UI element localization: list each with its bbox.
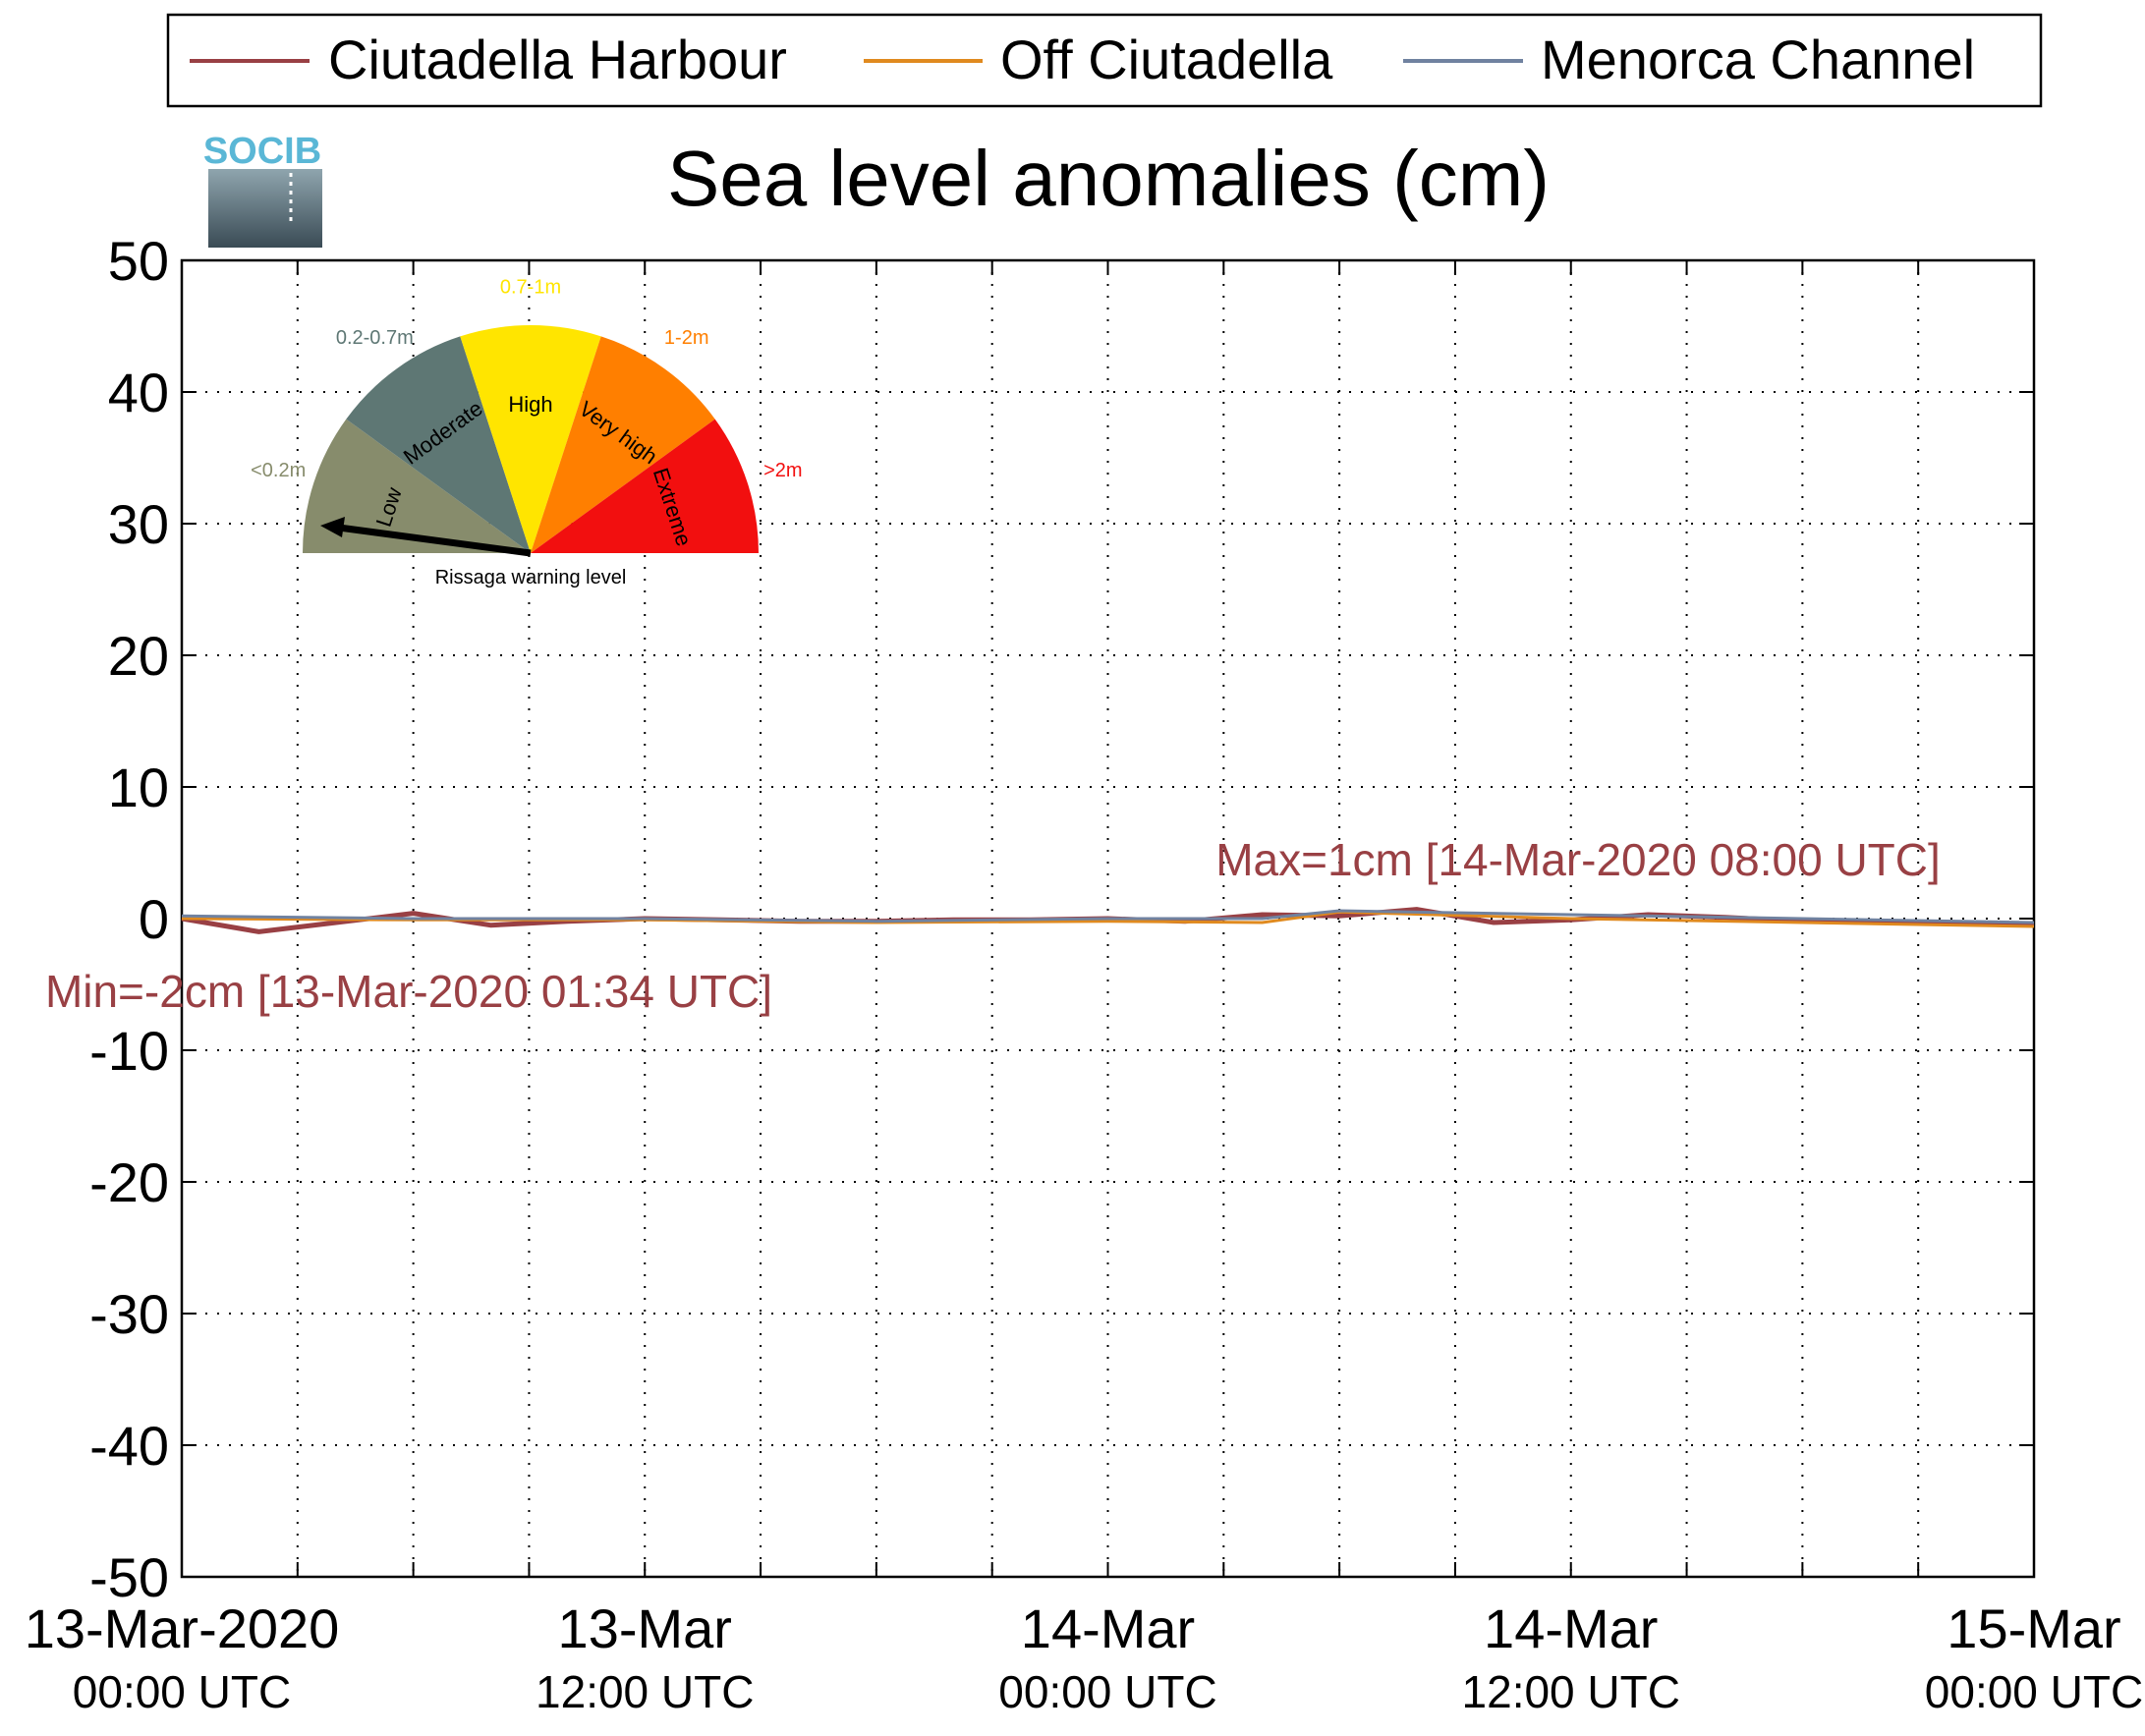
gauge-needle [320,517,532,557]
gauge-segment-very-high [531,336,715,553]
y-tick-label: 20 [108,625,169,687]
max-annotation: Max=1cm [14-Mar-2020 08:00 UTC] [1215,834,1941,885]
gauge-segment-low [303,419,531,553]
socib-logo: SOCIB [203,131,322,248]
plot-area: 50 40 30 20 10 0 -10 -20 -30 -40 -50 13-Mar-2020 00… [25,230,2144,1717]
x-tick-label-date: 13-Mar [558,1597,732,1659]
series-lines [181,907,2035,934]
gauge-range-extreme: >2m [763,460,802,481]
gauge-caption: Rissaga warning level [435,567,627,588]
x-tick-label-date: 15-Mar [1947,1597,2120,1659]
legend-label-ciutadella-harbour: Ciutadella Harbour [328,28,787,90]
gauge-range-high: 0.7-1m [500,276,561,298]
x-tick-label-date: 14-Mar [1021,1597,1195,1659]
x-axis: 13-Mar-2020 00:00 UTC 13-Mar 12:00 UTC 14-Ma… [25,260,2143,1717]
gauge-label-high: High [508,392,552,417]
x-tick-label-time: 00:00 UTC [73,1666,291,1717]
series-line-menorca-channel [181,909,2035,924]
y-tick-label: 50 [108,230,169,292]
grid [182,260,2034,1577]
legend-label-off-ciutadella: Off Ciutadella [1000,28,1333,90]
y-tick-label: -40 [89,1415,169,1477]
legend: Ciutadella Harbour Off Ciutadella Menorc… [166,13,2043,108]
gauge-needle-head [320,517,345,537]
socib-logo-text: SOCIB [203,131,321,172]
x-tick-label-time: 00:00 UTC [1925,1666,2143,1717]
gauge-segment-moderate [346,336,531,553]
y-tick-label: 30 [108,493,169,555]
x-tick-label-time: 00:00 UTC [998,1666,1216,1717]
gauge-segment-high [460,325,601,553]
socib-logo-band [208,169,322,248]
x-tick-label-time: 12:00 UTC [1462,1666,1680,1717]
y-axis: 50 40 30 20 10 0 -10 -20 -30 -40 -50 [89,230,2034,1608]
x-tick-label-date: 14-Mar [1484,1597,1658,1659]
gauge-range-moderate: 0.2-0.7m [336,327,414,349]
x-tick-label-date: 13-Mar-2020 [25,1597,340,1659]
legend-label-menorca-channel: Menorca Channel [1541,28,1975,90]
gauge-segment-extreme [531,419,759,553]
legend-box [166,13,2043,108]
gauge-range-low: <0.2m [251,460,306,481]
x-tick-label-time: 12:00 UTC [536,1666,754,1717]
chart-title: Sea level anomalies (cm) [667,135,1550,222]
y-tick-label: -30 [89,1283,169,1345]
y-tick-label: 0 [139,888,169,950]
gauge-needle-shaft [338,524,532,557]
y-tick-label: -50 [89,1546,169,1608]
y-tick-label: -20 [89,1151,169,1213]
y-tick-label: 10 [108,756,169,818]
y-tick-label: 40 [108,362,169,423]
min-annotation: Min=-2cm [13-Mar-2020 01:34 UTC] [45,966,772,1017]
gauge-range-very-high: 1-2m [664,327,709,349]
y-tick-label: -10 [89,1020,169,1082]
